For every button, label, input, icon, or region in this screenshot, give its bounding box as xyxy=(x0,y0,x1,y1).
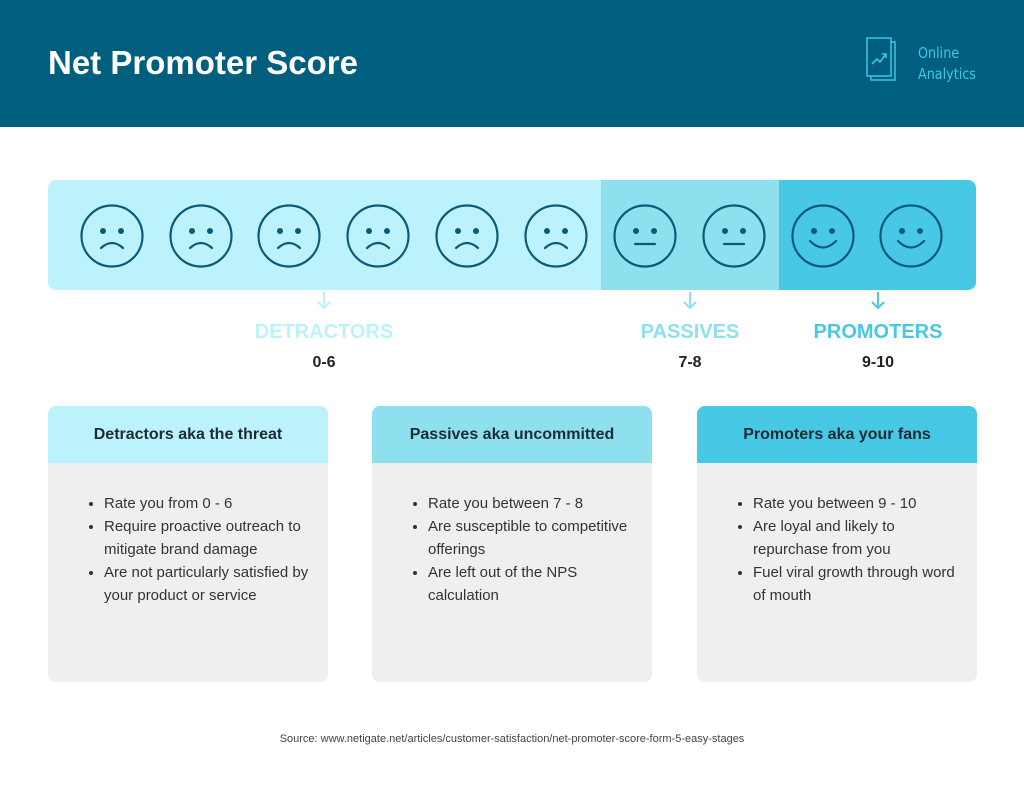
sad-face-icon xyxy=(80,204,144,268)
arrow-down-icon xyxy=(683,292,697,310)
happy-face-icon xyxy=(791,204,855,268)
sad-face-icon xyxy=(435,204,499,268)
category-card: Detractors aka the threat Rate you from … xyxy=(48,406,328,682)
card-title: Promoters aka your fans xyxy=(697,406,977,463)
category-range: 9-10 xyxy=(861,354,895,371)
sad-face-icon xyxy=(524,204,588,268)
logo-line-1: Online xyxy=(918,44,960,62)
card-bullet: Rate you between 7 - 8 xyxy=(428,492,638,515)
card-bullet: Rate you between 9 - 10 xyxy=(753,492,963,515)
page-title: Net Promoter Score xyxy=(48,44,358,81)
card-title: Detractors aka the threat xyxy=(48,406,328,463)
category-range: 0-6 xyxy=(312,354,336,371)
card-bullet: Are left out of the NPS calculation xyxy=(428,561,638,607)
card-list: Rate you from 0 - 6Require proactive out… xyxy=(104,492,314,607)
passives-segment xyxy=(601,180,779,290)
card-bullet: Are loyal and likely to repurchase from … xyxy=(753,515,963,561)
card-list: Rate you between 9 - 10Are loyal and lik… xyxy=(753,492,963,607)
sad-face-icon xyxy=(257,204,321,268)
neutral-face-icon xyxy=(613,204,677,268)
promoters-segment xyxy=(779,180,976,290)
category-label: PROMOTERS xyxy=(813,321,943,343)
card-bullet: Are not particularly satisfied by your p… xyxy=(104,561,314,607)
category-label: DETRACTORS xyxy=(254,321,394,343)
arrow-down-icon xyxy=(317,292,331,310)
arrow-down-icon xyxy=(871,292,885,310)
header-banner: Net Promoter Score Online Analytics xyxy=(0,0,1024,127)
sad-face-icon xyxy=(169,204,233,268)
card-bullet: Fuel viral growth through word of mouth xyxy=(753,561,963,607)
happy-face-icon xyxy=(879,204,943,268)
logo-text: Online Analytics xyxy=(918,43,976,85)
category-label: PASSIVES xyxy=(640,321,740,343)
card-bullet: Are susceptible to competitive offerings xyxy=(428,515,638,561)
card-title: Passives aka uncommitted xyxy=(372,406,652,463)
source-citation: Source: www.netigate.net/articles/custom… xyxy=(279,733,745,745)
analytics-logo-icon xyxy=(866,37,896,81)
sad-face-icon xyxy=(346,204,410,268)
card-bullet: Require proactive outreach to mitigate b… xyxy=(104,515,314,561)
card-list: Rate you between 7 - 8Are susceptible to… xyxy=(428,492,638,607)
card-bullet: Rate you from 0 - 6 xyxy=(104,492,314,515)
category-card: Passives aka uncommitted Rate you betwee… xyxy=(372,406,652,682)
category-range: 7-8 xyxy=(678,354,702,371)
category-card: Promoters aka your fans Rate you between… xyxy=(697,406,977,682)
logo-line-2: Analytics xyxy=(918,65,976,83)
score-scale-bar xyxy=(48,180,976,290)
neutral-face-icon xyxy=(702,204,766,268)
